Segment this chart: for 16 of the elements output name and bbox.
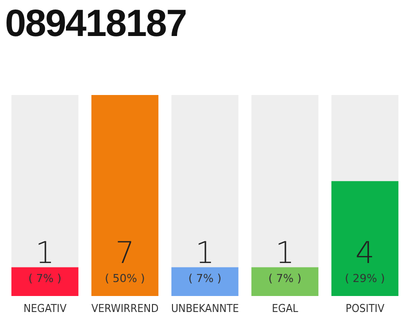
annotation: ( 7% ) <box>28 272 62 285</box>
x-tick-label: VERWIRREND <box>91 302 159 315</box>
annotation: ( 50% ) <box>104 272 145 285</box>
annotation: ( 7% ) <box>268 272 302 285</box>
x-tick-label: UNBEKANNTE <box>171 302 239 315</box>
chart-title: 089418187 <box>5 2 186 47</box>
data-label: 1 <box>195 236 214 271</box>
data-label: 7 <box>115 236 134 271</box>
annotation: ( 29% ) <box>344 272 385 285</box>
data-label: 4 <box>355 236 374 271</box>
data-label: 1 <box>35 236 54 271</box>
x-tick-label: POSITIV <box>346 302 385 315</box>
x-tick-label: EGAL <box>272 302 299 315</box>
data-label: 1 <box>275 236 294 271</box>
x-tick-label: NEGATIV <box>24 302 67 315</box>
annotation: ( 7% ) <box>188 272 222 285</box>
